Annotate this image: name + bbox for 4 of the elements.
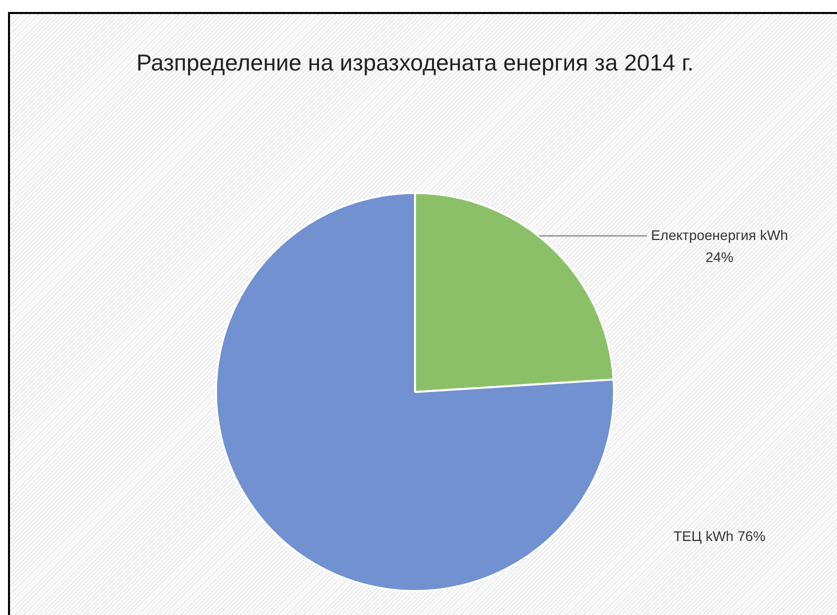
data-label: 24%	[705, 248, 734, 265]
slice-label: Електроенергия kWh	[650, 226, 788, 243]
chart-title: Разпределение на изразходената енергия за 2014 г.	[136, 49, 694, 76]
slice-label: ТЕЦ kWh 76%	[673, 528, 766, 544]
